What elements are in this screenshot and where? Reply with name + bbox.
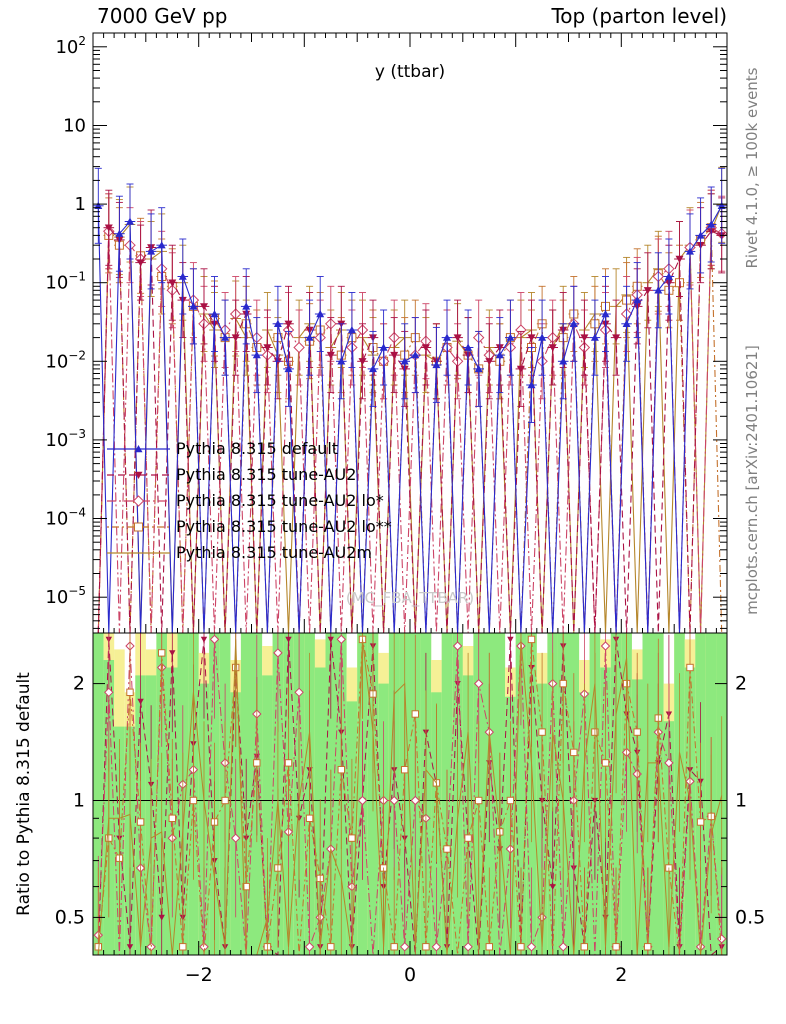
y-tick-label: 10−4 [45, 506, 86, 530]
x-tick-label: −2 [185, 964, 213, 986]
ratio-tick-label: 2 [73, 673, 85, 695]
series-line [97, 226, 722, 633]
plot-title: y (ttbar) [374, 62, 446, 82]
legend-entry: Pythia 8.315 tune-AU2 lo** [107, 517, 392, 536]
legend-label: Pythia 8.315 tune-AU2 [176, 465, 356, 484]
y-tick-label: 102 [55, 34, 86, 58]
ratio-tick-label: 0.5 [735, 906, 765, 928]
main-series [93, 166, 727, 633]
legend-label: Pythia 8.315 tune-AU2 lo* [176, 491, 384, 510]
mcplots-caption: mcplots.cern.ch [arXiv:2401.10621] [743, 345, 761, 615]
y-tick-label: 10−5 [45, 584, 86, 608]
ratio-tick-label: 1 [735, 790, 747, 812]
ratio-tick-label: 1 [73, 790, 85, 812]
legend-entry: Pythia 8.315 tune-AU2 [107, 465, 356, 484]
legend: Pythia 8.315 default Pythia 8.315 tune-AU… [107, 439, 392, 562]
ratio-tick-label: 2 [735, 673, 747, 695]
ratio-line [97, 639, 723, 955]
ratio-axis-label: Ratio to Pythia 8.315 default [14, 672, 34, 916]
y-tick-labels: 102 10 1 10−1 10−2 10−3 10−4 10−5 [45, 34, 86, 608]
ratio-line [97, 639, 723, 955]
x-tick-labels: −2 0 2 [185, 964, 628, 986]
x-tick-label: 2 [615, 964, 627, 986]
legend-label: Pythia 8.315 default [176, 439, 338, 458]
legend-entry: Pythia 8.315 tune-AU2 lo* [107, 491, 384, 510]
beam-energy-label: 7000 GeV pp [97, 4, 228, 28]
y-tick-label: 1 [75, 194, 86, 215]
y-tick-label: 10 [63, 116, 86, 137]
rivet-version-caption: Rivet 4.1.0, ≥ 100k events [743, 67, 761, 269]
y-axis-ticks [93, 46, 727, 629]
legend-label: Pythia 8.315 tune-AU2 lo** [176, 517, 392, 536]
ratio-line [97, 639, 723, 955]
process-label: Top (parton level) [551, 4, 727, 28]
ratio-axis-ticks [93, 683, 727, 956]
ratio-tick-labels: 0.5 0.5 1 1 2 2 [55, 673, 765, 929]
y-tick-label: 10−1 [45, 270, 86, 294]
watermark: (MC_FBA_TTBAR) [345, 589, 475, 607]
ratio-series [93, 633, 727, 955]
legend-label: Pythia 8.315 tune-AU2m [176, 543, 372, 562]
legend-entry: Pythia 8.315 default [107, 439, 338, 458]
y-tick-label: 10−3 [45, 427, 86, 451]
y-tick-label: 10−2 [45, 348, 86, 372]
series-line [97, 205, 723, 633]
x-tick-label: 0 [404, 964, 416, 986]
ratio-line [97, 639, 723, 955]
x-axis-ticks [92, 33, 728, 955]
ratio-tick-label: 0.5 [55, 906, 85, 928]
legend-entry: Pythia 8.315 tune-AU2m [107, 543, 372, 562]
